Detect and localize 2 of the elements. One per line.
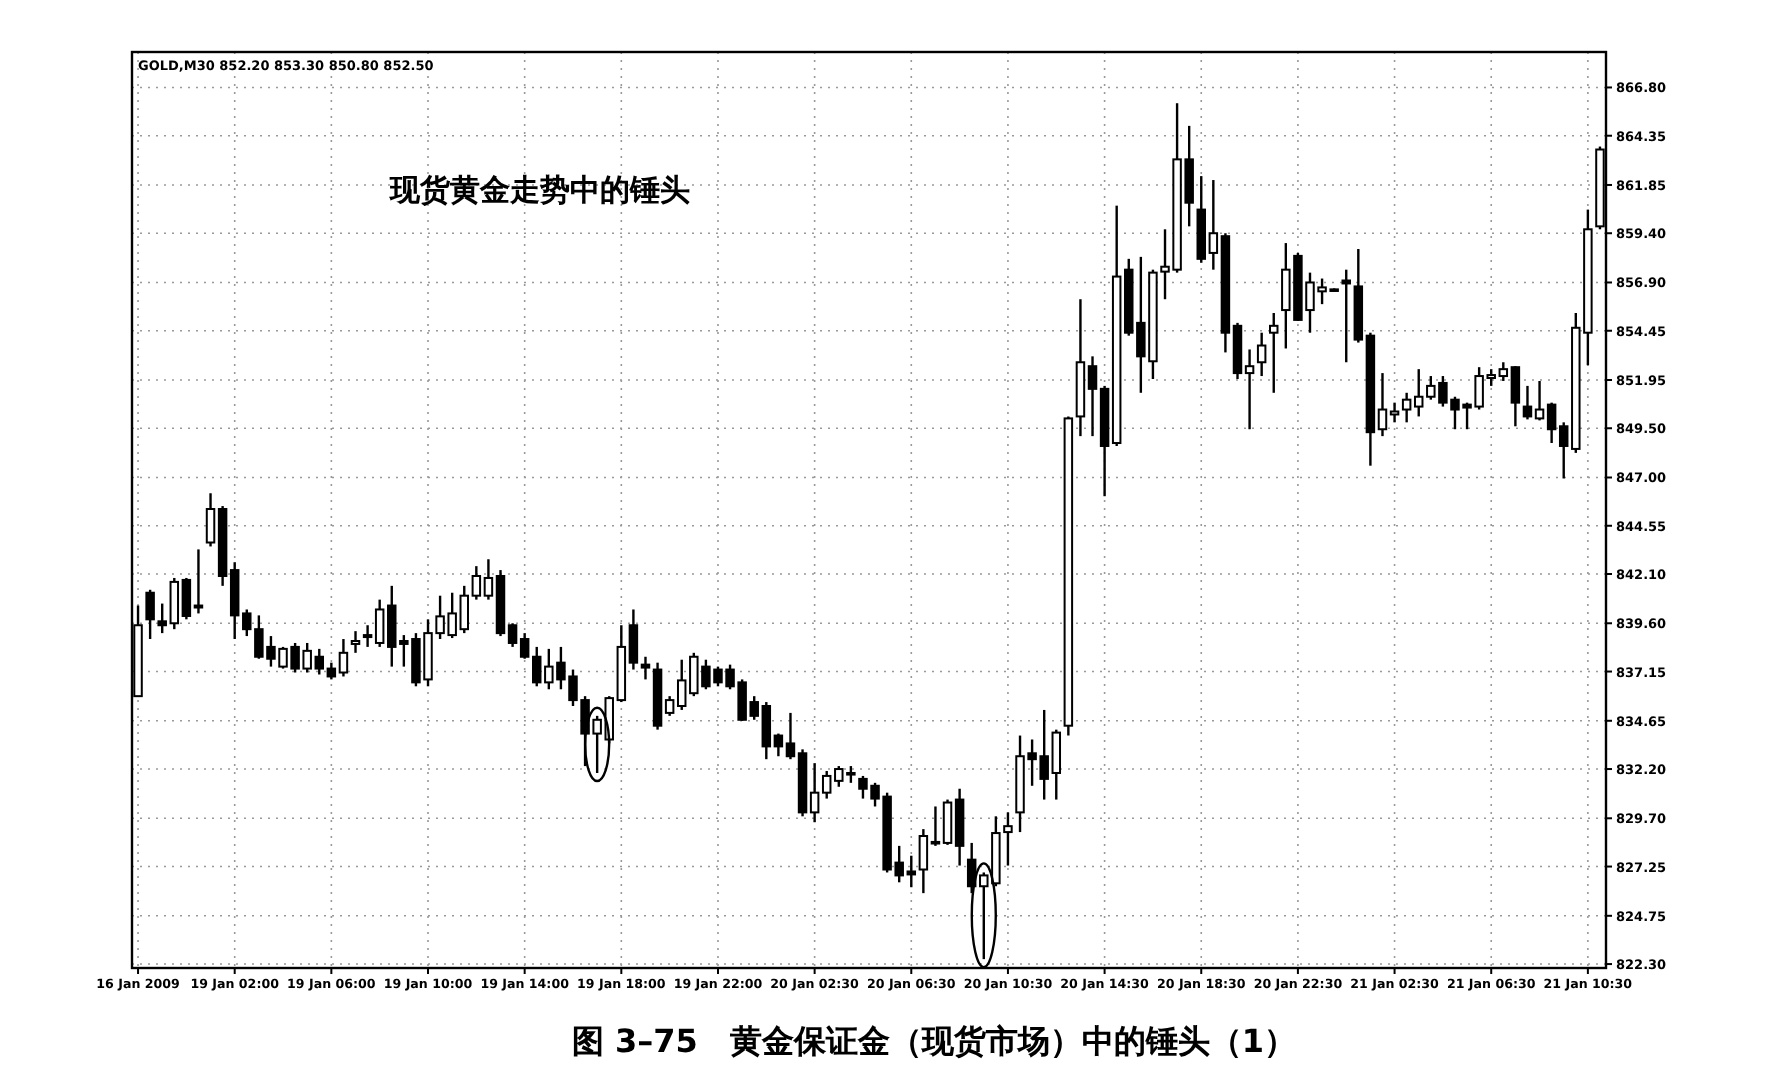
annotation: 现货黄金走势中的锤头 (388, 172, 690, 208)
text: 图 3–75 黄金保证金（现货市场）中的锤头（1） (571, 1022, 1297, 1060)
